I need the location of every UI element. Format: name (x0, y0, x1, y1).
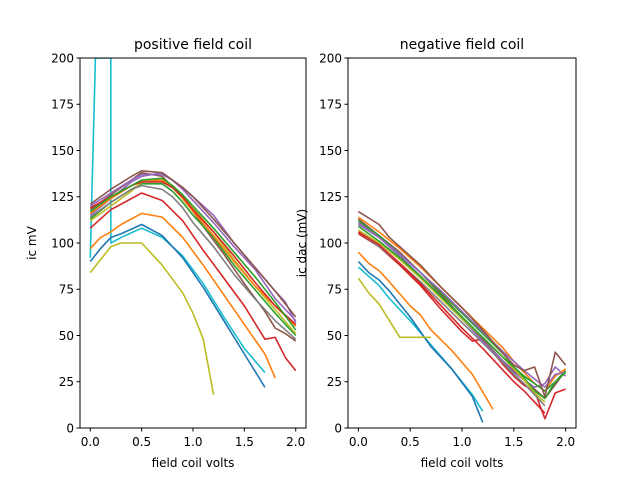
y-tick-label: 125 (51, 190, 74, 204)
y-tick-label: 75 (59, 283, 74, 297)
y-tick-label: 125 (319, 190, 342, 204)
y-tick-label: 175 (319, 98, 342, 112)
y-tick-label: 75 (327, 283, 342, 297)
x-axis-label: field coil volts (152, 456, 235, 470)
panel-title: negative field coil (400, 37, 524, 53)
series-line-13 (357, 221, 566, 389)
series-line-2 (89, 223, 266, 388)
series-line-14 (89, 177, 297, 331)
plot-frame (79, 57, 307, 429)
y-tick-label: 25 (327, 375, 342, 389)
series-layer (357, 210, 567, 423)
series-line-14 (357, 225, 567, 392)
x-tick-label: 2.0 (556, 435, 575, 449)
series-line-11 (89, 184, 297, 340)
x-ticks: 0.0 0.5 1.0 1.5 2.0 (81, 428, 305, 449)
series-line-2 (357, 260, 484, 423)
series-layer (89, 58, 297, 395)
panel-title: positive field coil (134, 37, 252, 53)
series-line-5 (89, 192, 297, 372)
series-line-15 (89, 170, 297, 318)
y-tick-label: 0 (66, 421, 74, 435)
series-line-4 (357, 277, 431, 339)
x-tick-label: 1.5 (235, 435, 254, 449)
y-tick-label: 25 (59, 375, 74, 389)
y-tick-label: 0 (334, 421, 342, 435)
x-tick-label: 0.0 (81, 435, 100, 449)
y-ticks: 0 25 50 75 100 125 150 175 200 (319, 51, 348, 435)
series-line-1 (89, 58, 266, 374)
panel-positive-field-coil: positive field coil 0 25 50 75 100 125 150 175 2… (25, 37, 307, 470)
y-ticks: 0 25 50 75 100 125 150 175 200 (51, 51, 80, 435)
y-tick-label: 150 (319, 144, 342, 158)
x-axis-label: field coil volts (421, 456, 504, 470)
y-tick-label: 200 (51, 51, 74, 65)
x-tick-label: 1.5 (504, 435, 523, 449)
panel-negative-field-coil: negative field coil 0 25 50 75 100 125 150 175 2… (295, 37, 577, 470)
x-tick-label: 1.0 (452, 435, 471, 449)
series-line-13 (89, 173, 297, 322)
x-tick-label: 0.5 (132, 435, 151, 449)
y-tick-label: 200 (319, 51, 342, 65)
x-tick-label: 0.5 (401, 435, 420, 449)
series-line-7 (357, 223, 567, 389)
y-tick-label: 50 (59, 329, 74, 343)
series-line-3 (357, 251, 494, 410)
series-line-3 (89, 212, 276, 379)
x-ticks: 0.0 0.5 1.0 1.5 2.0 (349, 428, 575, 449)
x-tick-label: 0.0 (349, 435, 368, 449)
plot-frame (347, 57, 577, 429)
y-tick-label: 50 (327, 329, 342, 343)
y-axis-label: ic dac (mV) (295, 209, 309, 277)
series-line-4 (89, 242, 215, 395)
y-tick-label: 100 (319, 236, 342, 250)
y-tick-label: 150 (51, 144, 74, 158)
x-tick-label: 2.0 (286, 435, 305, 449)
series-line-12 (357, 231, 546, 414)
series-line-15 (357, 210, 567, 398)
y-tick-label: 175 (51, 98, 74, 112)
y-tick-label: 100 (51, 236, 74, 250)
y-axis-label: ic mV (25, 225, 39, 259)
x-tick-label: 1.0 (183, 435, 202, 449)
